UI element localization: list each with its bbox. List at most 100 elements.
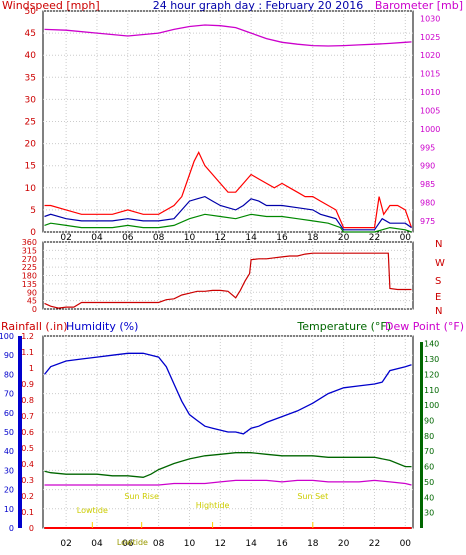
windspeed-tick-label: 5 [30,206,36,216]
series-windspeed-average-line [44,195,412,231]
direction-tick-label: 360 [22,238,37,247]
top-x-tick-label: 10 [184,233,196,243]
top-x-tick-label: 12 [215,233,226,243]
barometer-tick-label: 980 [420,199,435,208]
bottom-x-tick-label: 06 [122,539,134,549]
humidity-tick-label: 80 [4,370,14,379]
bottom-grid [43,335,413,529]
bottom-x-tick-label: 14 [245,539,257,549]
direction-tick-label: 270 [22,255,37,264]
barometer-axis-label: Barometer [mb] [375,0,463,12]
bottom-annotations: Lowtide Sun Rise Hightide Sun Set Lowtide [77,492,328,547]
barometer-tick-label: 1025 [420,33,440,42]
top-x-tick-label: 20 [338,233,350,243]
bottom-x-tick-label: 08 [153,539,165,549]
temperature-tick-label: 80 [424,432,434,441]
barometer-tick-label: 1015 [420,70,440,79]
rainfall-tick-label: 1.2 [21,332,34,341]
rainfall-tick-label: 0.2 [21,492,34,501]
temperature-tick-label: 120 [424,370,439,379]
windspeed-tick-label: 30 [25,95,37,105]
windspeed-tick-label: 45 [25,29,36,39]
humidity-tick-label: 10 [4,505,14,514]
windspeed-tick-label: 35 [25,73,36,83]
top-x-tick-label: 08 [153,233,165,243]
rainfall-tick-label: 0.8 [21,396,34,405]
direction-tick-label: 225 [22,263,37,272]
rainfall-tick-label: 0.1 [21,508,34,517]
barometer-tick-label: 1010 [420,88,440,97]
bottom-series [43,352,412,529]
bottom-x-tick-label: 00 [400,539,412,549]
temperature-tick-label: 70 [424,447,434,456]
barometer-tick-label: 1030 [420,14,440,23]
humidity-tick-label: 0 [9,524,14,533]
bottom-x-tick-label: 16 [276,539,288,549]
top-x-tick-label: 16 [276,233,288,243]
humidity-tick-label: 50 [4,428,14,437]
rainfall-tick-label: 0.3 [21,476,34,485]
humidity-axis-bar [18,336,22,528]
series-temperature-line [44,452,412,478]
barometer-tick-label: 975 [420,217,435,226]
temperature-tick-label: 110 [424,386,439,395]
rainfall-tick-label: 1.1 [21,348,34,357]
barometer-tick-label: 990 [420,162,435,171]
barometer-tick-label: 995 [420,143,435,152]
compass-label: N [435,239,442,250]
annotation-label: Sun Rise [124,492,159,501]
bottom-x-tick-label: 02 [60,539,71,549]
rainfall-tick-label: 0.7 [21,412,34,421]
top-x-tick-label: 02 [60,233,71,243]
top-grid [43,10,413,233]
top-x-tick-label: 04 [91,233,103,243]
temperature-tick-label: 50 [424,478,434,487]
bottom-x-tick-label: 04 [91,539,103,549]
barometer-tick-label: 1005 [420,106,440,115]
top-x-tick-label: 18 [307,233,319,243]
middle-series [44,252,412,309]
top-panel: 0510152025303540455097598098599099510001… [2,0,463,243]
top-x-tick-label: 14 [245,233,257,243]
bottom-x-tick-label: 22 [369,539,380,549]
temperature-tick-label: 100 [424,401,439,410]
humidity-tick-label: 30 [4,466,14,475]
temperature-tick-label: 40 [424,493,434,502]
temperature-tick-label: 130 [424,355,439,364]
humidity-tick-label: 40 [4,447,14,456]
rainfall-tick-label: 0.6 [21,428,34,437]
series-dew-point-line [44,479,412,486]
windspeed-axis-label: Windspeed [mph] [2,0,100,12]
rainfall-tick-label: 0.4 [21,460,34,469]
top-x-tick-label: 00 [400,233,412,243]
humidity-tick-label: 100 [0,332,14,341]
top-x-tick-label: 22 [369,233,380,243]
windspeed-tick-label: 25 [25,118,36,128]
windspeed-tick-label: 15 [25,162,36,172]
rainfall-tick-label: 0.5 [21,444,34,453]
direction-tick-label: 90 [27,288,37,297]
bottom-x-tick-label: 12 [215,539,226,549]
top-plot-area [42,10,414,233]
temperature-tick-label: 30 [424,509,434,518]
temperature-tick-label: 90 [424,416,434,425]
windspeed-tick-label: 50 [25,7,37,17]
annotation-label: Lowtide [77,506,108,515]
windspeed-tick-label: 20 [25,140,37,150]
windspeed-tick-label: 0 [30,228,36,238]
annotation-label: Lowtide [117,538,148,547]
series-windspeed-gust-line [44,151,413,229]
bottom-x-tick-label: 18 [307,539,319,549]
humidity-axis-label: Humidity (%) [66,320,138,333]
windspeed-tick-label: 40 [25,51,37,61]
bottom-x-tick-label: 20 [338,539,350,549]
humidity-tick-label: 90 [4,351,14,360]
chart-title: 24 hour graph day : February 20 2016 [153,0,364,12]
compass-label: S [435,276,441,287]
rainfall-tick-label: 0.9 [21,380,34,389]
temperature-axis-bar [420,342,423,528]
compass-label: W [435,258,445,269]
series-windspeed-minimum-line [44,213,412,233]
